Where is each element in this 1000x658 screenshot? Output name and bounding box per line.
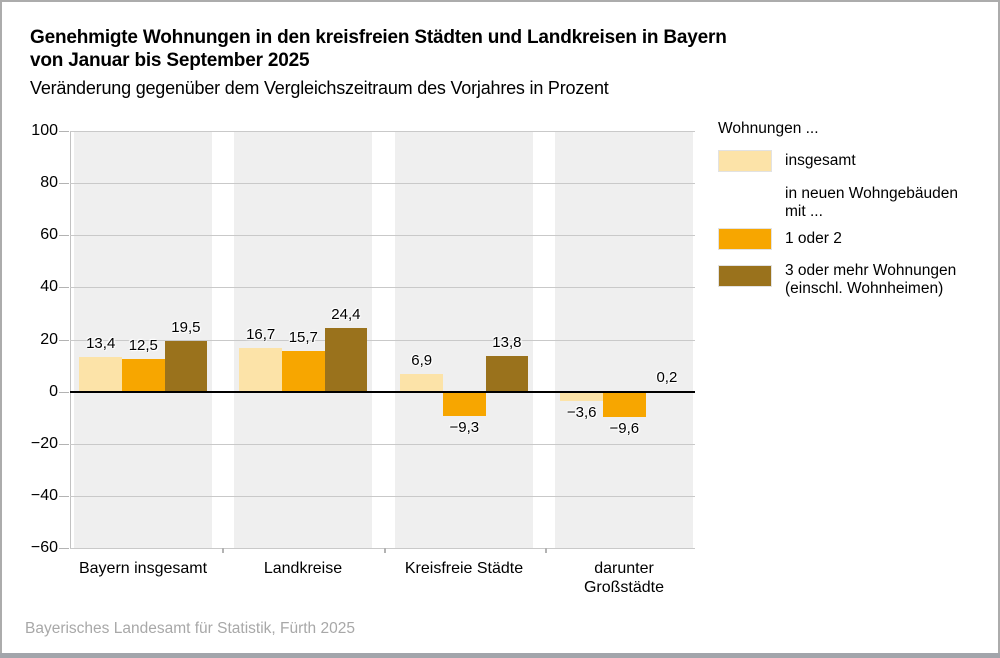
x-axis-category-label: darunter Großstädte (583, 560, 665, 596)
gridline (70, 339, 695, 341)
bar-value-label: −9,3 (449, 418, 480, 436)
bar-3-1 (324, 328, 368, 392)
y-axis-tick (59, 548, 69, 549)
bar-1-1 (282, 350, 325, 392)
bar-insgesamt-0 (79, 356, 122, 392)
bar-1-3 (603, 391, 646, 417)
bar-insgesamt-2 (400, 373, 443, 392)
bar-value-label: 24,4 (331, 306, 361, 324)
bar-value-label: 12,5 (128, 337, 158, 355)
bar-value-label: 13,4 (86, 334, 116, 352)
source-note: Bayerisches Landesamt für Statistik, Für… (25, 620, 355, 637)
y-axis-label: 100 (31, 122, 58, 139)
bar-value-label: −3,6 (566, 404, 597, 421)
y-axis-tick (59, 131, 69, 132)
legend-swatch-1-oder-2 (718, 228, 772, 250)
legend-title: Wohnungen ... (718, 120, 819, 137)
bar-insgesamt-1 (239, 348, 282, 392)
y-axis-label: −20 (30, 434, 58, 452)
plot-area: 13,4 16,7 6,9 −3,6 12,5 15,7 −9,3 −9,6 19,5 24,4 1… (70, 131, 695, 549)
x-axis-category-label: Bayern insgesamt (78, 560, 208, 577)
legend-label-neue-wohngebaeude: in neuen Wohngebäuden mit ... (785, 185, 958, 220)
legend-label-3-oder-mehr: 3 oder mehr Wohnungen (einschl. Wohnheim… (785, 262, 957, 297)
y-axis-tick (59, 443, 69, 445)
legend-swatch-3-oder-mehr (718, 265, 772, 287)
gridline (70, 443, 695, 445)
title-block: Genehmigte Wohnungen in den kreisfreien … (30, 26, 727, 100)
gridline (70, 235, 695, 237)
bar-insgesamt-3 (560, 391, 603, 401)
y-axis-label: 80 (40, 174, 58, 192)
y-axis-tick (59, 339, 69, 341)
y-axis-tick (59, 287, 69, 289)
y-axis-label: −60 (30, 539, 58, 556)
chart-title-line1: Genehmigte Wohnungen in den kreisfreien … (30, 27, 727, 48)
gridline (70, 183, 695, 185)
bar-value-label: 15,7 (288, 328, 318, 346)
bar-value-label: 0,2 (656, 369, 678, 387)
y-axis-tick (59, 235, 69, 237)
zero-baseline (70, 390, 695, 394)
gridline (70, 548, 695, 549)
bar-value-label: 16,7 (246, 326, 276, 344)
bar-value-label: 6,9 (411, 351, 433, 369)
x-axis-tick (222, 548, 224, 553)
gridline (70, 287, 695, 289)
chart-subtitle: Veränderung gegenüber dem Vergleichszeit… (30, 78, 609, 98)
legend-label-1-oder-2: 1 oder 2 (785, 230, 842, 247)
y-axis-label: 40 (40, 278, 58, 296)
x-axis-tick (384, 548, 386, 553)
bar-1-2 (443, 391, 486, 416)
x-axis-category-label: Kreisfreie Städte (404, 560, 524, 577)
gridline (70, 495, 695, 497)
bottom-accent-bar (0, 653, 1000, 658)
bar-3-0 (164, 340, 208, 392)
bar-value-label: 19,5 (171, 318, 201, 336)
x-axis-tick (545, 548, 547, 553)
bar-value-label: 13,8 (492, 333, 522, 351)
y-axis-label: 60 (40, 226, 58, 244)
bar-3-2 (485, 355, 529, 392)
y-axis-label: 0 (49, 382, 58, 400)
legend-swatch-insgesamt (718, 150, 772, 172)
y-axis-label: 20 (40, 330, 58, 348)
y-axis-tick (59, 391, 69, 393)
chart-title-line2: von Januar bis September 2025 (30, 50, 310, 71)
gridline (70, 131, 695, 132)
y-axis-label: −40 (30, 486, 58, 504)
bar-1-0 (122, 359, 165, 392)
x-axis-category-label: Landkreise (263, 560, 343, 577)
y-axis-tick (59, 183, 69, 185)
y-axis-tick (59, 495, 69, 497)
bar-value-label: −9,6 (609, 419, 640, 437)
legend-label-insgesamt: insgesamt (785, 152, 856, 169)
